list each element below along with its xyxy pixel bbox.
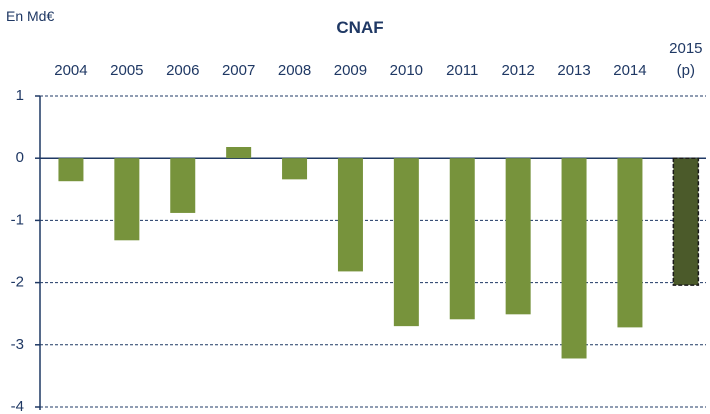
y-tick-label: -4	[11, 398, 24, 414]
bar	[337, 158, 363, 272]
bar	[226, 147, 252, 159]
unit-label: En Md€	[6, 8, 55, 24]
bar	[58, 158, 84, 182]
bar	[505, 158, 531, 315]
bar	[114, 158, 140, 241]
bar	[282, 158, 308, 180]
y-tick-label: 0	[16, 149, 24, 166]
x-tick-label: 2011	[446, 62, 479, 79]
x-tick-label: 2014	[613, 62, 647, 79]
chart-title: CNAF	[336, 18, 384, 37]
x-tick-label: 2006	[166, 62, 200, 79]
x-tick-label: 2008	[277, 62, 312, 79]
x-tick-label: 2013	[557, 62, 591, 79]
y-tick-label: -3	[11, 336, 24, 353]
bar	[170, 158, 196, 213]
y-tick-label: 1	[16, 87, 24, 104]
x-tick-label: 2010	[389, 62, 424, 79]
x-tick-label: 2012	[501, 62, 535, 79]
bar	[449, 158, 475, 320]
x-tick-label: 2009	[333, 62, 368, 79]
x-tick-label: 2015 (p)	[669, 40, 703, 79]
x-tick-label: 2007	[221, 62, 256, 79]
y-tick-label: -1	[11, 211, 24, 228]
bar	[393, 158, 419, 327]
y-tick-label: -2	[11, 274, 24, 291]
bar	[617, 158, 643, 328]
bar	[672, 157, 700, 286]
bar	[561, 158, 587, 359]
x-tick-label: 2004	[54, 62, 88, 79]
x-tick-label: 2005	[110, 62, 144, 79]
